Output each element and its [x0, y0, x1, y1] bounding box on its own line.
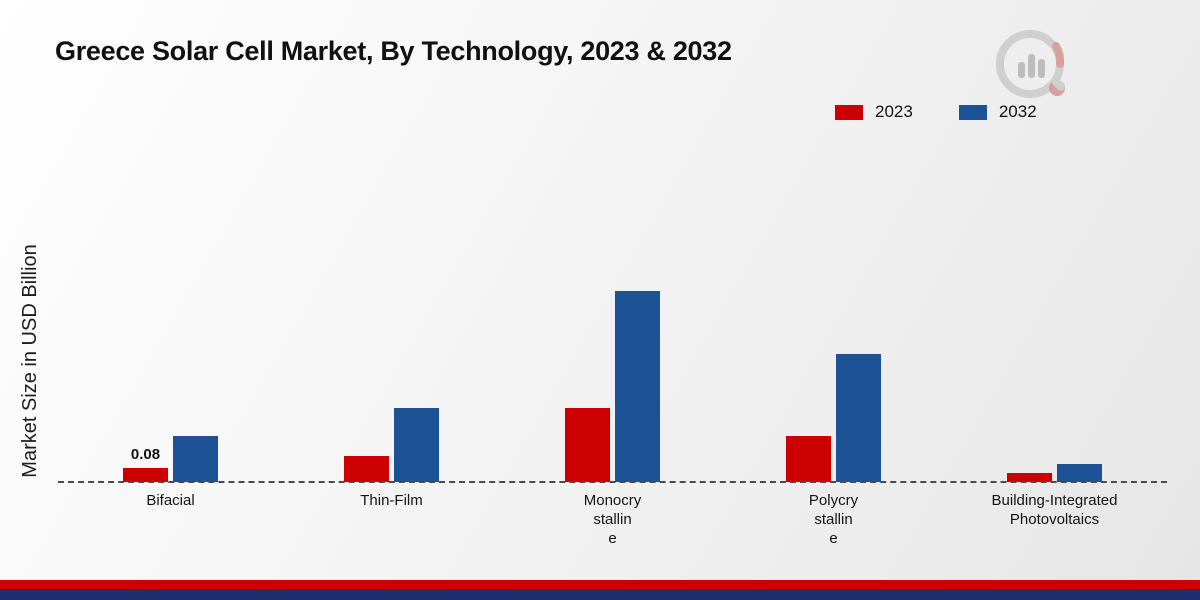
brand-logo	[990, 26, 1082, 115]
bar-wrap	[394, 408, 439, 482]
legend-label: 2032	[998, 102, 1037, 121]
bar-wrap	[786, 436, 831, 482]
bar-2023-1	[344, 456, 389, 482]
footer-red-stripe	[0, 580, 1200, 589]
category-labels: Bifacial Thin-Film Monocry stallin e Polycr…	[60, 492, 1165, 548]
chart-title: Greece Solar Cell Market, By Technology,…	[55, 36, 732, 66]
footer-navy-stripe	[0, 589, 1200, 600]
bar-2023-4	[1007, 473, 1052, 482]
bar-wrap	[1007, 473, 1052, 482]
bar-2032-2	[615, 291, 660, 482]
magnifier-bars-logo-icon	[996, 30, 1065, 98]
bar-value-label: 0.08	[130, 446, 161, 463]
category-label-3: Polycry stallin e	[808, 492, 859, 547]
bar-wrap	[173, 436, 218, 482]
bar-wrap	[836, 354, 881, 482]
bar-group	[944, 464, 1165, 482]
category-label-4: Building-Integrated Photovoltaics	[991, 492, 1118, 528]
category-label-1: Thin-Film	[360, 492, 423, 509]
bar-group	[281, 408, 502, 482]
bar-group: 0.08	[60, 436, 281, 482]
legend-label: 2023	[875, 102, 913, 121]
bar-2032-3	[836, 354, 881, 482]
category-label-0: Bifacial	[146, 492, 195, 509]
legend-swatch	[958, 104, 987, 120]
bar-group	[502, 291, 723, 482]
bar-wrap	[1057, 464, 1102, 482]
bar-2023-3	[786, 436, 831, 482]
bar-wrap	[565, 408, 610, 482]
legend-item-2032: 2032	[958, 102, 1037, 122]
bar-2032-0	[173, 436, 218, 482]
category-label-2: Monocry stallin e	[583, 492, 642, 547]
legend-swatch	[835, 104, 863, 120]
bar-wrap: 0.08	[123, 446, 168, 482]
bar-2023-0	[123, 468, 168, 482]
bar-wrap	[344, 456, 389, 482]
bar-2032-1	[394, 408, 439, 482]
bar-2032-4	[1057, 464, 1102, 482]
legend: 2023 2032	[835, 102, 1037, 122]
legend-item-2023: 2023	[835, 102, 913, 122]
y-axis-title: Market Size in USD Billion	[19, 244, 41, 478]
bar-wrap	[615, 291, 660, 482]
bars-area: 0.08	[60, 182, 1165, 482]
bar-2023-2	[565, 408, 610, 482]
x-axis-baseline	[58, 481, 1167, 483]
bar-group	[723, 354, 944, 482]
